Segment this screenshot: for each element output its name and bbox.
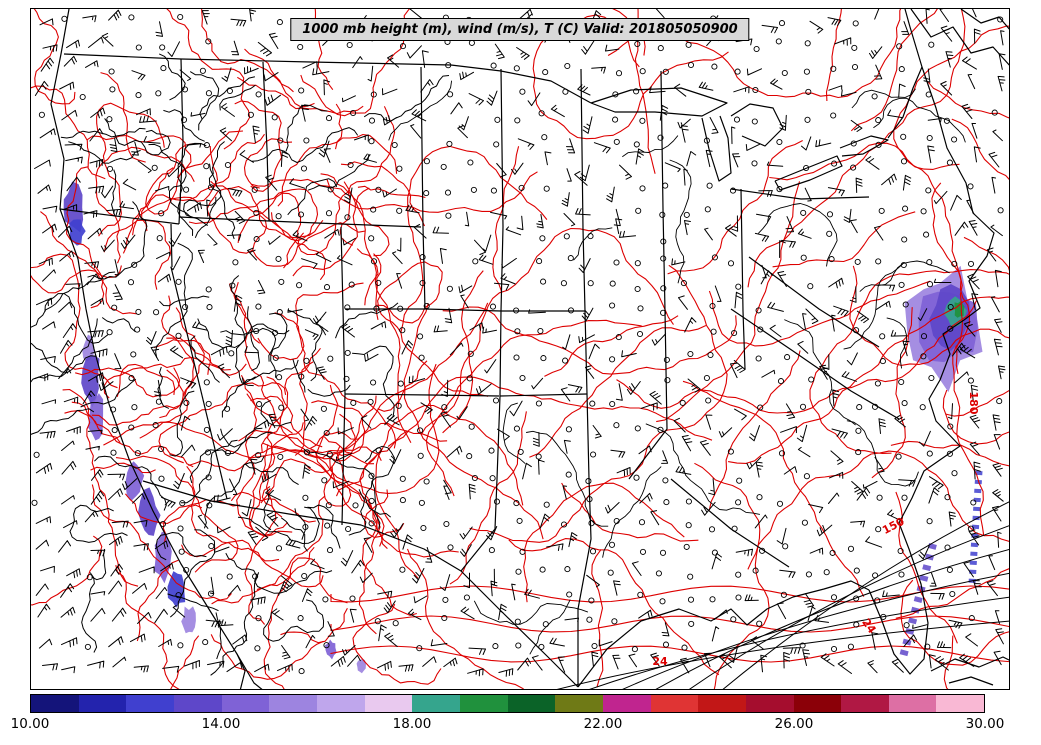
colorbar-segment bbox=[936, 695, 985, 712]
colorbar-segment bbox=[221, 695, 270, 712]
colorbar-segment bbox=[507, 695, 556, 712]
colorbar-segment bbox=[555, 695, 603, 712]
colorbar-tick-label: 10.00 bbox=[10, 716, 50, 732]
colorbar-segment bbox=[459, 695, 508, 712]
contour-label: 24 bbox=[652, 655, 668, 668]
colorbar-tick-labels: 10.00 14.00 18.00 22.00 26.00 30.00 bbox=[11, 716, 1005, 736]
colorbar-tick-label: 26.00 bbox=[774, 716, 814, 732]
map-outlines bbox=[50, 9, 1009, 689]
colorbar-segment bbox=[364, 695, 413, 712]
colorbar-segment bbox=[173, 695, 222, 712]
colorbar-segment bbox=[793, 695, 842, 712]
contour-label: 180 bbox=[967, 392, 980, 415]
colorbar-segment bbox=[888, 695, 937, 712]
colorbar-segment bbox=[841, 695, 889, 712]
colorbar-tick-label: 18.00 bbox=[392, 716, 432, 732]
colorbar-segment bbox=[78, 695, 127, 712]
map-plot-area: 180 150 24 24 1000 mb height (m), wind (m/s… bbox=[30, 8, 1010, 690]
colorbar-segment bbox=[602, 695, 651, 712]
colorbar-segment bbox=[316, 695, 365, 712]
height-contours bbox=[31, 53, 1009, 689]
colorbar-segment bbox=[745, 695, 794, 712]
colorbar-tick-label: 22.00 bbox=[583, 716, 623, 732]
temperature-contours bbox=[31, 9, 1009, 689]
colorbar-tick-label: 30.00 bbox=[965, 716, 1005, 732]
colorbar-segment bbox=[269, 695, 317, 712]
colorbar-segment bbox=[698, 695, 746, 712]
colorbar-tick-label: 14.00 bbox=[201, 716, 241, 732]
temperature-shading bbox=[63, 181, 983, 674]
wind-barbs bbox=[31, 9, 1006, 677]
colorbar-segment bbox=[31, 695, 79, 712]
colorbar-segment bbox=[412, 695, 460, 712]
colorbar-strip bbox=[30, 694, 985, 713]
colorbar-segment bbox=[126, 695, 174, 712]
plot-title-box: 1000 mb height (m), wind (m/s), T (C) Va… bbox=[290, 18, 750, 41]
plot-title: 1000 mb height (m), wind (m/s), T (C) Va… bbox=[302, 22, 738, 37]
colorbar-segment bbox=[650, 695, 699, 712]
